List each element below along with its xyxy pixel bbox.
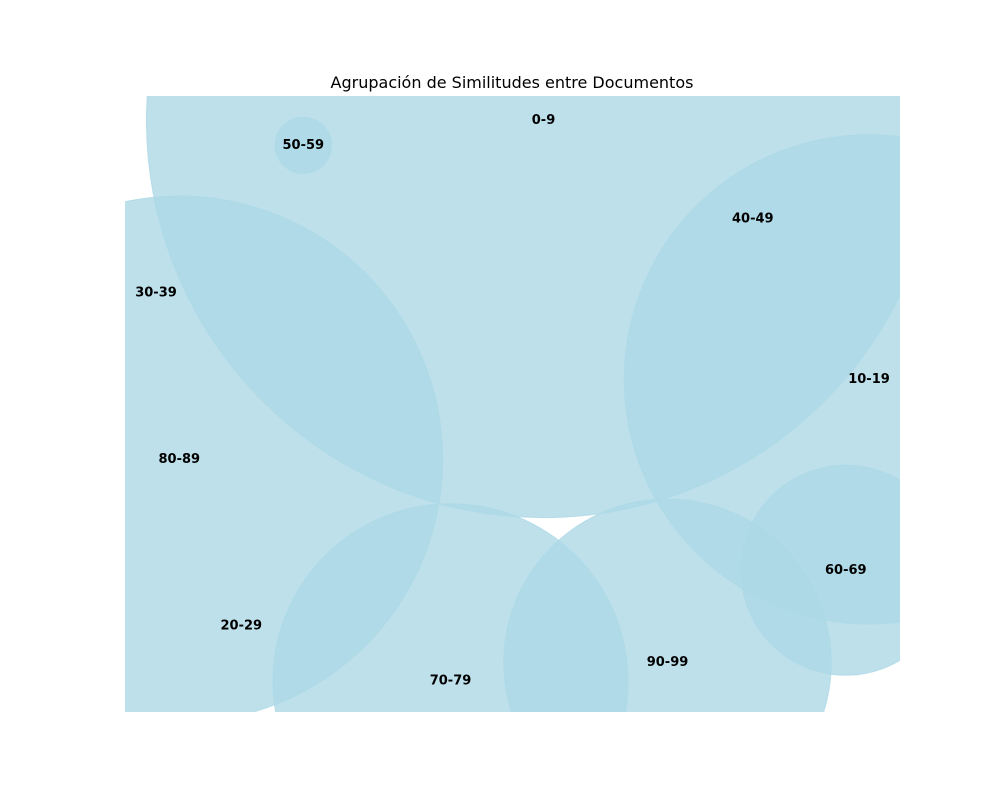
bubble-label-20-29: 20-29 xyxy=(221,618,263,633)
bubble-label-80-89: 80-89 xyxy=(159,452,201,467)
bubble-label-90-99: 90-99 xyxy=(647,655,689,670)
label-layer: 0-9 10-19 20-29 30-39 40-49 50-59 60-69 70-79 80… xyxy=(135,113,890,689)
bubble-label-60-69: 60-69 xyxy=(825,563,867,578)
bubble-label-40-49: 40-49 xyxy=(732,212,774,227)
bubble-80-89 xyxy=(125,195,444,712)
bubble-label-50-59: 50-59 xyxy=(283,138,325,153)
bubble-90-99 xyxy=(503,498,832,712)
bubble-label-70-79: 70-79 xyxy=(430,674,472,689)
bubble-label-0-9: 0-9 xyxy=(532,113,556,128)
bubble-label-10-19: 10-19 xyxy=(848,372,890,387)
bubble-50-59 xyxy=(274,116,332,174)
bubble-label-30-39: 30-39 xyxy=(135,286,177,301)
chart-title: Agrupación de Similitudes entre Document… xyxy=(331,73,694,92)
